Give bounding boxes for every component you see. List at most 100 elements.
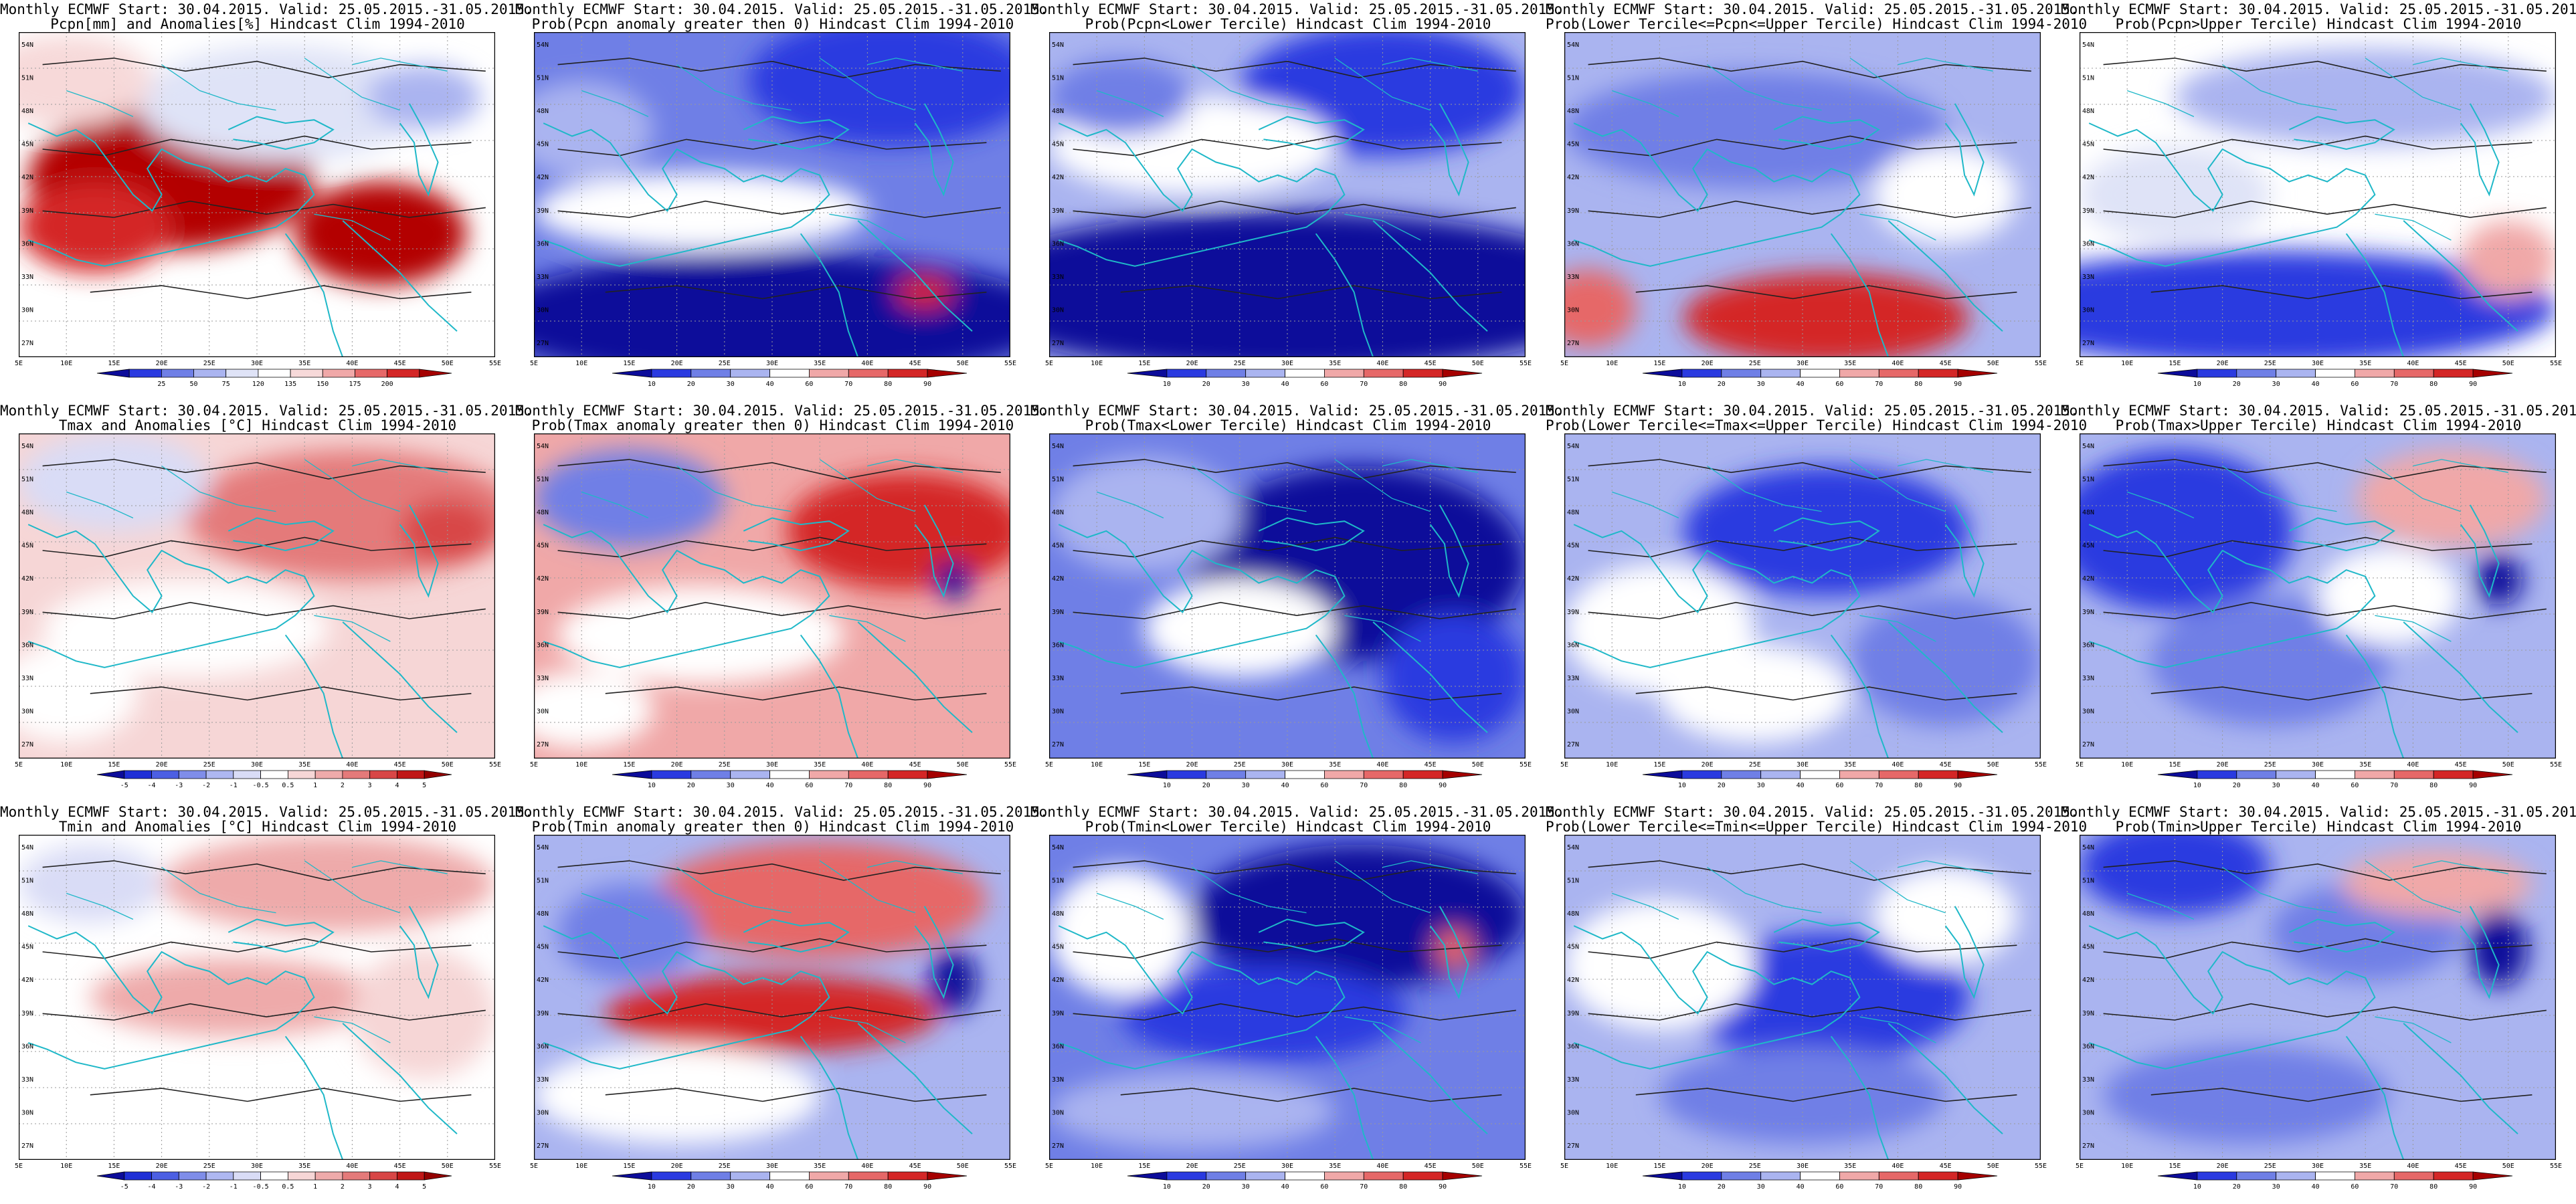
border-line [1344, 615, 1421, 642]
colorbar-label: -3 [175, 1183, 183, 1191]
colorbar-label: -1 [229, 782, 238, 789]
colorbar-label: 70 [1875, 381, 1883, 388]
lat-label: 45N [21, 542, 33, 550]
map-frame [534, 835, 1010, 1160]
field-region [2341, 851, 2533, 916]
panel-title: Prob(Lower Tercile<=Tmin<=Upper Tercile)… [1546, 819, 2088, 835]
lon-label: 10E [2121, 761, 2133, 769]
colorbar-swatch [1878, 369, 1919, 378]
coastline [1573, 524, 1861, 668]
border-line [1849, 860, 1946, 914]
colorbar-label: 150 [316, 381, 329, 388]
colorbar-label: 20 [1718, 381, 1726, 388]
lon-label: 10E [60, 761, 72, 769]
forecast-panel: Monthly ECMWF Start: 30.04.2015. Valid: … [1030, 0, 1564, 401]
lon-label: 10E [60, 360, 72, 367]
contour-line [605, 285, 987, 300]
panel-header: Monthly ECMWF Start: 30.04.2015. Valid: … [2061, 403, 2576, 419]
lat-label: 51N [1052, 75, 1064, 82]
border-line [1898, 860, 1993, 874]
lon-label: 55E [489, 761, 501, 769]
lat-label: 42N [537, 575, 549, 583]
colorbar-swatch [691, 770, 731, 779]
forecast-map: 54N 51N 48N 45N 42N 39N 36N 33N 30N 27N [1564, 32, 2041, 357]
coastline [543, 524, 830, 668]
lon-label: 25E [719, 360, 731, 367]
lon-label: 20E [2217, 360, 2229, 367]
lat-label: 42N [1567, 977, 1579, 984]
field-region [2080, 146, 2270, 243]
border-line [2222, 64, 2337, 111]
lat-label: 39N [1567, 1010, 1579, 1017]
lat-label: 39N [1567, 207, 1579, 215]
colorbar-swatch [424, 1171, 452, 1181]
coastline [1830, 1035, 1890, 1160]
lon-label: 50E [442, 360, 454, 367]
lat-label: 30N [2082, 708, 2094, 715]
lon-label: 25E [719, 761, 731, 769]
field-region [2474, 553, 2523, 606]
field-region [605, 974, 939, 1053]
colorbar-swatch [205, 1171, 234, 1181]
colorbar-label: -4 [147, 782, 155, 789]
contour-line [42, 860, 486, 881]
border-line [1334, 459, 1431, 512]
lon-label: 20E [2217, 1163, 2229, 1170]
lat-label: 48N [2082, 509, 2094, 516]
coastline [342, 1023, 458, 1134]
lon-label: 50E [1987, 360, 1999, 367]
forecast-panel: Monthly ECMWF Start: 30.04.2015. Valid: … [515, 803, 1048, 1204]
lon-label: 10E [575, 1163, 587, 1170]
contour-line [1073, 1003, 1516, 1021]
colorbar-swatch [1323, 369, 1364, 378]
colorbar-swatch [848, 770, 889, 779]
lon-label: 5E [1045, 761, 1053, 769]
colorbar-swatch [2472, 770, 2513, 779]
lon-label: 15E [1138, 1163, 1150, 1170]
colorbar-label: -5 [120, 782, 128, 789]
colorbar-swatch [651, 369, 692, 378]
colorbar-label: 20 [1718, 1183, 1726, 1191]
lon-label: 5E [1045, 360, 1053, 367]
lon-label: 35E [298, 1163, 310, 1170]
map-frame [1049, 32, 1526, 357]
colorbar-swatch [2354, 1171, 2395, 1181]
lat-label: 27N [21, 741, 33, 748]
lat-label: 54N [537, 443, 549, 450]
lat-label: 27N [21, 1142, 33, 1150]
colorbar-swatch [2315, 1171, 2355, 1181]
colorbar-label: 60 [2351, 381, 2359, 388]
lat-label: 33N [21, 1076, 33, 1084]
panel-header: Monthly ECMWF Start: 30.04.2015. Valid: … [515, 403, 1048, 419]
lon-label: 40E [861, 761, 873, 769]
field-region [2355, 449, 2547, 548]
lon-label: 30E [251, 360, 263, 367]
contour-line [557, 200, 1001, 218]
lon-label: 30E [766, 360, 778, 367]
colorbar-swatch [233, 1171, 262, 1181]
colorbar-label: 3 [368, 782, 372, 789]
contour-line [1588, 1003, 2031, 1021]
lat-label: 54N [1567, 443, 1579, 450]
forecast-panel: Monthly ECMWF Start: 30.04.2015. Valid: … [1030, 803, 1564, 1204]
lon-label: 25E [1749, 360, 1761, 367]
lon-label: 35E [1329, 1163, 1341, 1170]
panel-title: Prob(Pcpn<Lower Tercile) Hindcast Clim 1… [1085, 16, 1491, 32]
colorbar: 10 20 30 40 60 70 80 90 [1127, 1171, 1483, 1191]
colorbar-label: 50 [189, 381, 197, 388]
coastline [1944, 504, 1985, 598]
colorbar-swatch [369, 1171, 397, 1181]
colorbar-swatch [1285, 770, 1325, 779]
lon-label: 40E [1376, 1163, 1388, 1170]
lon-label: 45E [2455, 761, 2467, 769]
colorbar-swatch [1245, 1171, 1286, 1181]
lon-label: 40E [2407, 761, 2419, 769]
panel-title: Tmin and Anomalies [°C] Hindcast Clim 19… [58, 819, 457, 835]
coastline [1830, 634, 1890, 759]
colorbar-label: 135 [284, 381, 296, 388]
map-frame [1049, 433, 1526, 759]
lat-label: 42N [1567, 174, 1579, 181]
map-frame [1564, 433, 2041, 759]
colorbar-label: 90 [923, 1183, 931, 1191]
lat-label: 48N [2082, 108, 2094, 115]
